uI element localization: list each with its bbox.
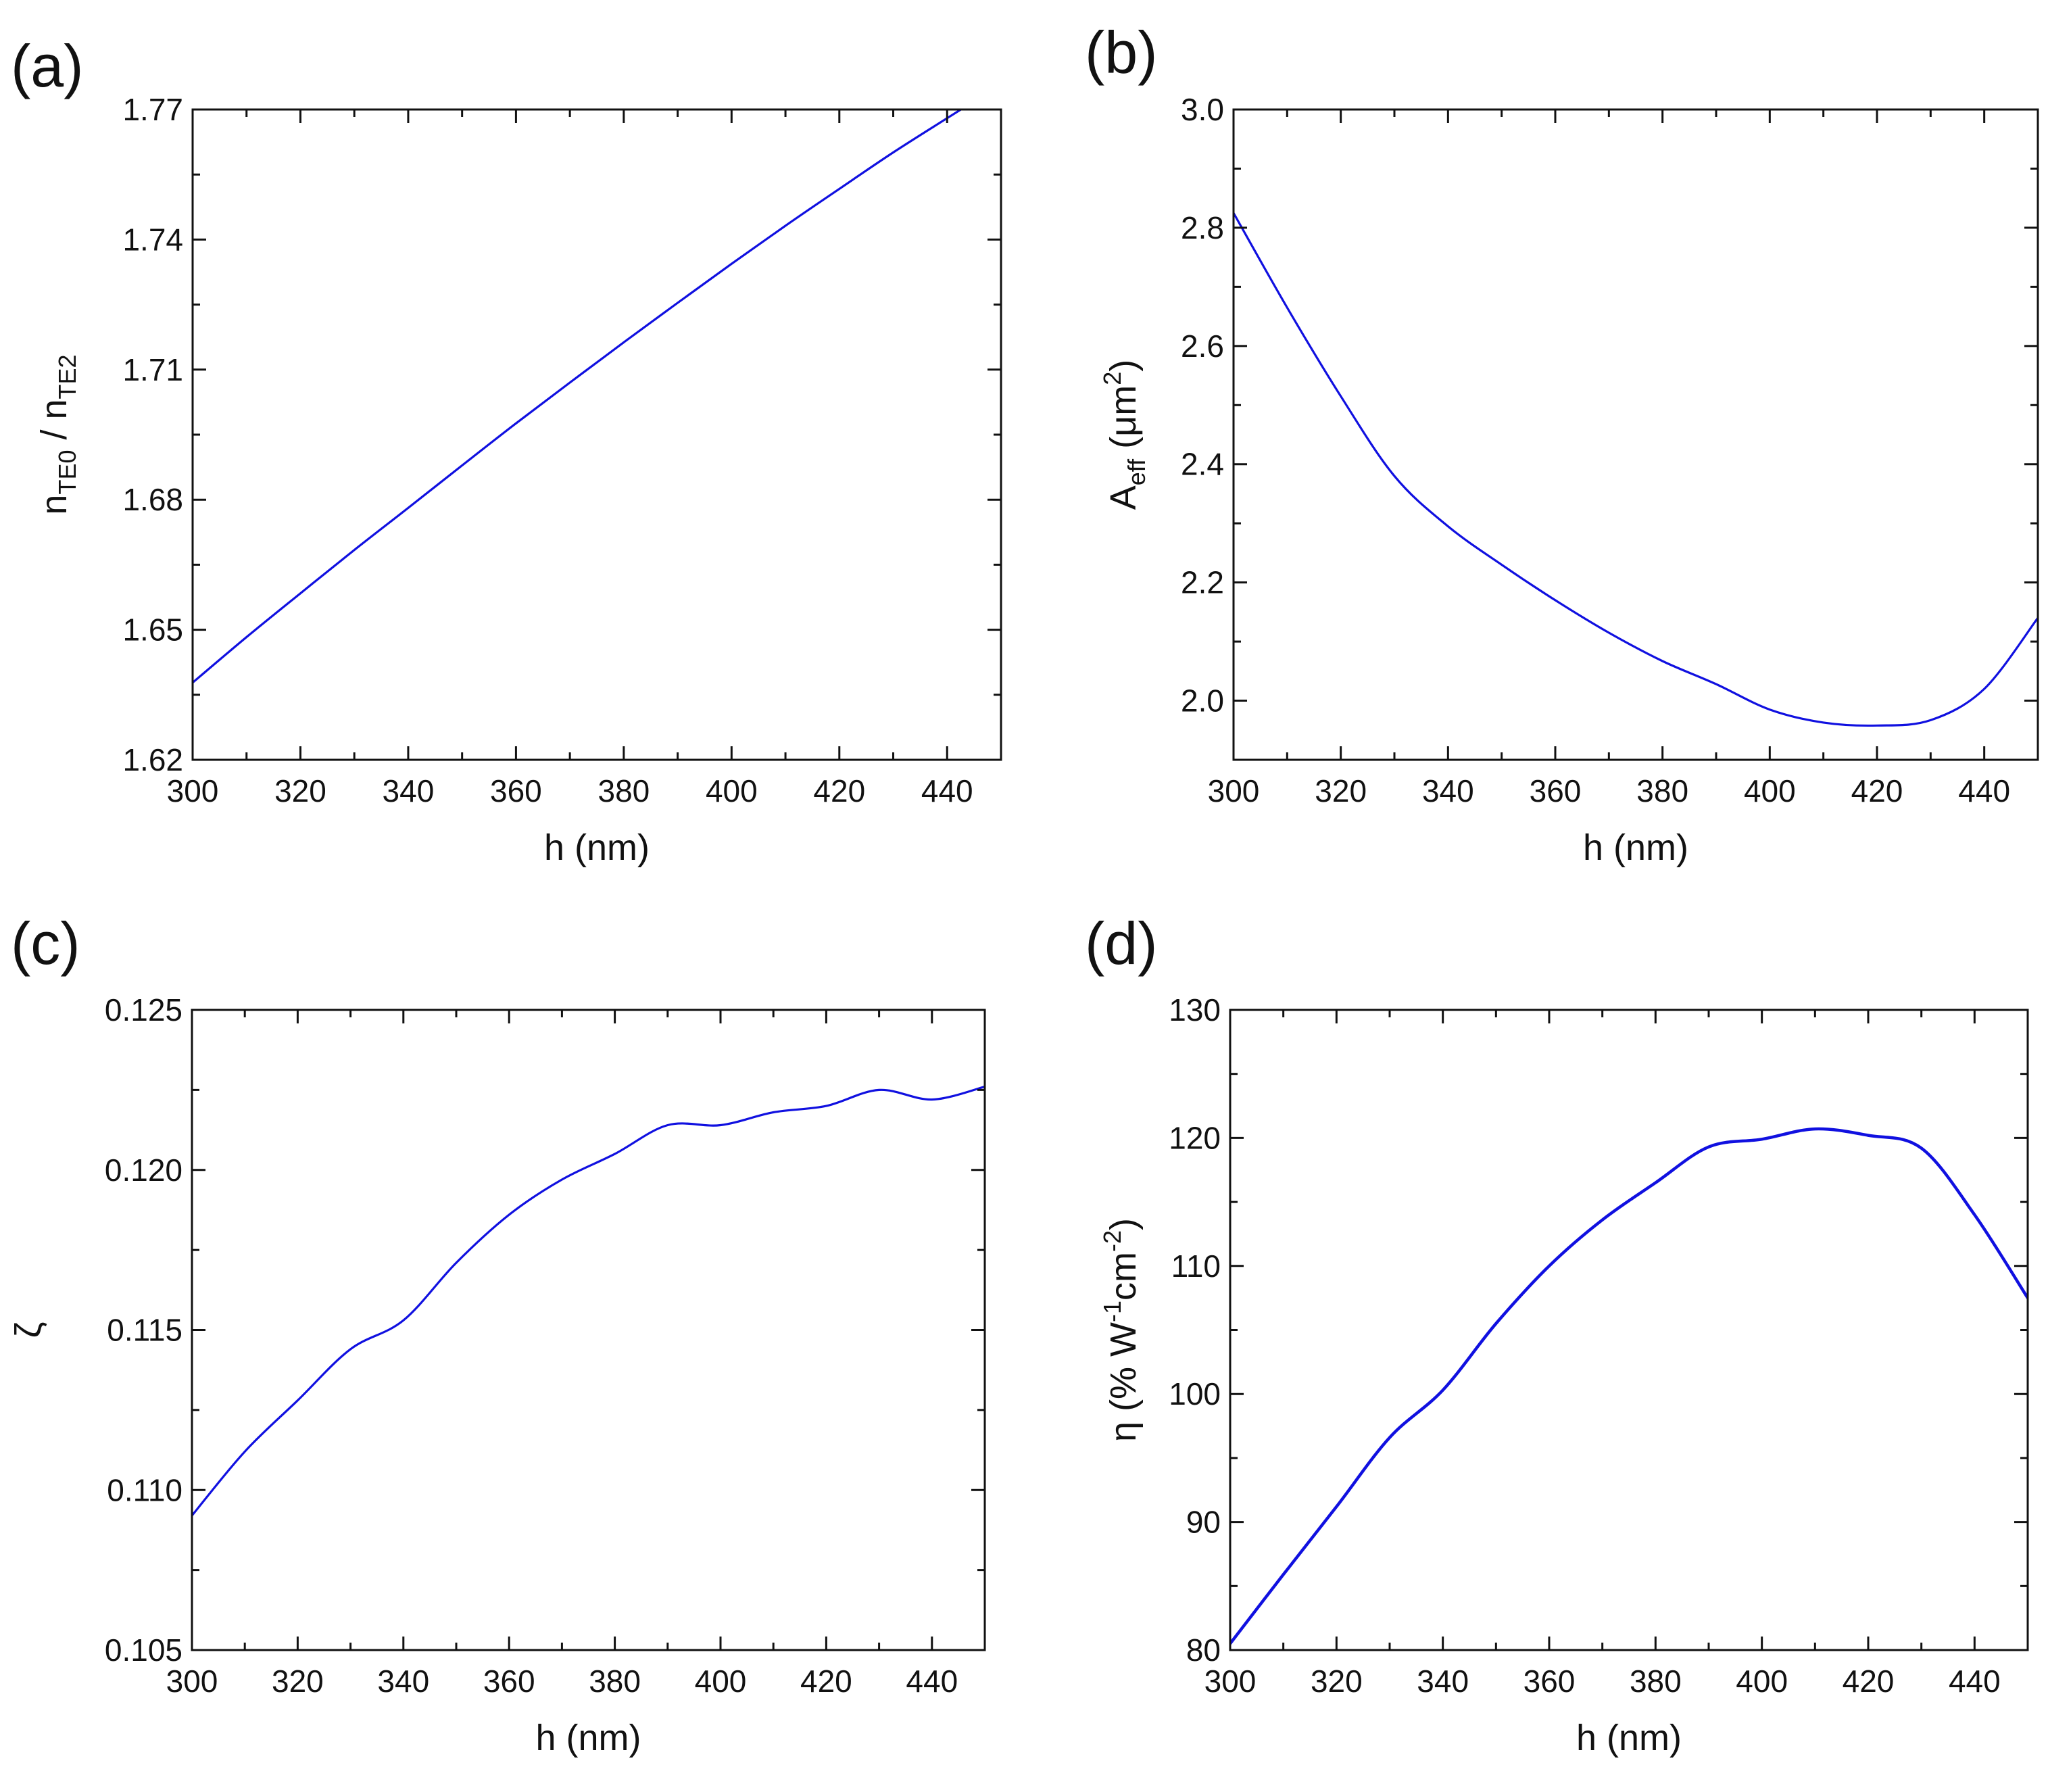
x-tick-label: 420 xyxy=(1851,773,1903,808)
y-tick-label: 1.68 xyxy=(122,482,183,517)
y-tick-label: 0.105 xyxy=(105,1632,182,1668)
x-tick-label: 400 xyxy=(695,1664,747,1699)
y-tick-label: 2.4 xyxy=(1181,447,1224,482)
x-tick-label: 400 xyxy=(1736,1664,1788,1699)
y-tick-label: 0.110 xyxy=(107,1472,182,1507)
y-tick-label: 1.77 xyxy=(122,92,183,127)
y-axis-title-part: cm xyxy=(1103,1252,1144,1301)
panel-c: (c) 300 320 340 360 380 400 420 440 0.105 0.110 0.1… xyxy=(8,910,986,1758)
y-axis-title-part: -2 xyxy=(1098,1230,1126,1252)
y-axis-title-part: ) xyxy=(1103,360,1144,372)
plot-frame xyxy=(1229,1009,2029,1651)
x-tick-label: 300 xyxy=(1208,773,1260,808)
y-axis-title: ζ xyxy=(8,1322,49,1338)
y-tick-label: 130 xyxy=(1169,992,1221,1027)
x-tick-label: 440 xyxy=(1958,773,2010,808)
x-tick-label: 340 xyxy=(1417,1664,1469,1699)
x-tick-label: 300 xyxy=(167,773,219,808)
y-axis-title-part: n xyxy=(34,495,74,515)
y-tick-label: 2.8 xyxy=(1181,210,1224,245)
x-tick-label: 300 xyxy=(1204,1664,1257,1699)
panel-label: (d) xyxy=(1085,910,1158,977)
y-axis-title-part: eff xyxy=(1123,458,1150,485)
x-tick-label: 380 xyxy=(1636,773,1688,808)
y-tick-label: 1.71 xyxy=(122,352,183,387)
y-tick-label: 1.65 xyxy=(122,612,183,648)
y-tick-label: 100 xyxy=(1169,1376,1221,1411)
series-line xyxy=(1234,212,2038,727)
y-axis-title-part: A xyxy=(1103,485,1144,510)
y-tick-label: 80 xyxy=(1186,1632,1221,1668)
x-tick-label: 340 xyxy=(377,1664,429,1699)
y-tick-label: 1.62 xyxy=(122,742,183,777)
y-axis-title-part: -1 xyxy=(1098,1301,1126,1322)
y-tick-label: 1.74 xyxy=(122,222,183,257)
x-tick-label: 420 xyxy=(1843,1664,1895,1699)
x-tick-label: 320 xyxy=(1311,1664,1363,1699)
panel-a: (a) 300 320 340 360 380 400 420 440 1.62 1.65 1.68 1… xyxy=(11,32,1002,868)
x-axis-title: h (nm) xyxy=(1583,827,1688,868)
y-axis-title-part: (μm xyxy=(1103,385,1144,459)
x-tick-label: 420 xyxy=(800,1664,852,1699)
x-tick-label: 360 xyxy=(490,773,542,808)
y-tick-label: 2.0 xyxy=(1181,683,1224,719)
x-tick-label: 360 xyxy=(1523,1664,1576,1699)
plot-frame xyxy=(1232,108,2039,761)
panel-b: (b) 300 320 340 360 380 400 420 440 2.0 2.2 2.4 2.6 2… xyxy=(1085,19,2039,868)
series-line xyxy=(192,1086,985,1517)
x-tick-label: 440 xyxy=(921,773,973,808)
x-axis-title: h (nm) xyxy=(535,1718,641,1758)
panel-label: (b) xyxy=(1085,19,1158,86)
x-tick-label: 300 xyxy=(166,1664,218,1699)
x-tick-label: 380 xyxy=(1630,1664,1682,1699)
x-tick-label: 320 xyxy=(274,773,326,808)
x-axis-title: h (nm) xyxy=(1576,1718,1682,1758)
panel-label: (c) xyxy=(11,910,80,977)
x-tick-label: 440 xyxy=(1949,1664,2001,1699)
y-tick-label: 110 xyxy=(1171,1249,1221,1284)
y-tick-label: 0.120 xyxy=(105,1153,182,1188)
y-axis-title: nTE0 / nTE2 xyxy=(34,354,81,514)
x-tick-label: 400 xyxy=(706,773,758,808)
y-tick-label: 2.6 xyxy=(1181,329,1224,364)
y-axis-title-part: 2 xyxy=(1098,372,1126,385)
panel-label: (a) xyxy=(11,32,84,99)
y-tick-label: 0.115 xyxy=(107,1313,182,1348)
x-tick-label: 320 xyxy=(1315,773,1367,808)
y-axis-title: Aeff (μm2) xyxy=(1098,360,1150,510)
y-axis-title-part: ζ xyxy=(8,1322,49,1338)
y-tick-label: 120 xyxy=(1169,1120,1221,1155)
x-tick-label: 400 xyxy=(1744,773,1796,808)
series-line xyxy=(193,110,963,684)
y-tick-label: 3.0 xyxy=(1181,92,1224,127)
y-axis-title-part: / n xyxy=(34,399,74,450)
x-axis-title: h (nm) xyxy=(544,827,650,868)
y-axis-title-part: ) xyxy=(1103,1218,1144,1230)
x-tick-label: 420 xyxy=(813,773,865,808)
x-tick-label: 440 xyxy=(906,1664,958,1699)
x-tick-label: 340 xyxy=(1422,773,1474,808)
y-axis-title: η (% W-1cm-2) xyxy=(1098,1218,1144,1442)
x-tick-label: 360 xyxy=(483,1664,535,1699)
y-tick-label: 90 xyxy=(1186,1505,1221,1540)
series-line xyxy=(1230,1127,2028,1645)
plot-frame xyxy=(191,1009,986,1651)
y-axis-title-part: η (% W xyxy=(1103,1322,1144,1442)
y-tick-label: 2.2 xyxy=(1181,565,1224,600)
x-tick-label: 380 xyxy=(598,773,650,808)
plot-frame xyxy=(191,108,1002,761)
x-tick-label: 380 xyxy=(589,1664,641,1699)
y-axis-title-part: TE0 xyxy=(53,450,81,495)
x-tick-label: 340 xyxy=(383,773,435,808)
x-tick-label: 360 xyxy=(1530,773,1582,808)
y-axis-title-part: TE2 xyxy=(53,354,81,399)
x-tick-label: 320 xyxy=(272,1664,324,1699)
y-tick-label: 0.125 xyxy=(105,992,182,1027)
panel-d: (d) 300 320 340 360 380 400 420 440 80 90 100 110 120… xyxy=(1085,910,2029,1758)
